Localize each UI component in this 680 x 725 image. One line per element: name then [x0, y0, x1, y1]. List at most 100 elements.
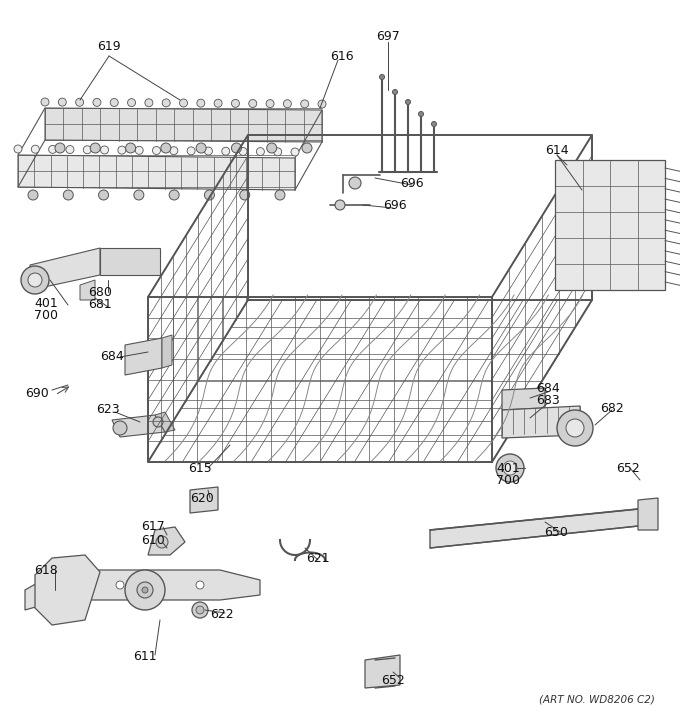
Circle shape [83, 146, 91, 154]
Circle shape [49, 146, 56, 154]
Polygon shape [638, 498, 658, 530]
Circle shape [418, 112, 424, 117]
Circle shape [28, 190, 38, 200]
Circle shape [142, 587, 148, 593]
Text: 652: 652 [616, 462, 640, 474]
Text: 620: 620 [190, 492, 214, 505]
Circle shape [145, 99, 153, 107]
Circle shape [58, 98, 67, 106]
Text: 683: 683 [536, 394, 560, 407]
Text: 700: 700 [496, 473, 520, 486]
Text: 690: 690 [25, 386, 49, 399]
Text: 614: 614 [545, 144, 568, 157]
Circle shape [503, 461, 517, 475]
Text: 401: 401 [34, 297, 58, 310]
Polygon shape [35, 555, 100, 625]
Circle shape [196, 581, 204, 589]
Circle shape [74, 579, 86, 591]
Text: 623: 623 [96, 402, 120, 415]
Circle shape [335, 200, 345, 210]
Text: 681: 681 [88, 297, 112, 310]
Circle shape [284, 100, 291, 108]
Circle shape [128, 99, 135, 107]
Text: 611: 611 [133, 650, 157, 663]
Circle shape [14, 145, 22, 153]
Polygon shape [148, 527, 185, 555]
Text: 696: 696 [400, 176, 424, 189]
Polygon shape [125, 338, 162, 375]
Circle shape [240, 190, 250, 200]
Circle shape [156, 581, 164, 589]
Circle shape [90, 143, 100, 153]
Polygon shape [80, 280, 95, 300]
Circle shape [214, 99, 222, 107]
Polygon shape [162, 335, 172, 368]
Circle shape [180, 99, 188, 107]
Text: 684: 684 [536, 381, 560, 394]
Polygon shape [25, 570, 260, 610]
Text: 621: 621 [306, 552, 330, 565]
Text: 700: 700 [34, 309, 58, 321]
Circle shape [196, 143, 206, 153]
Polygon shape [30, 248, 100, 290]
Polygon shape [555, 160, 665, 290]
Circle shape [187, 147, 195, 155]
Circle shape [31, 145, 39, 153]
Text: 696: 696 [383, 199, 407, 212]
Circle shape [110, 99, 118, 107]
Circle shape [196, 606, 204, 614]
Circle shape [152, 146, 160, 154]
Circle shape [170, 146, 177, 154]
Text: 401: 401 [496, 462, 520, 474]
Text: 697: 697 [376, 30, 400, 43]
Circle shape [28, 273, 42, 287]
Circle shape [301, 100, 309, 108]
Polygon shape [112, 415, 165, 437]
Circle shape [21, 266, 49, 294]
Circle shape [231, 143, 241, 153]
Circle shape [231, 99, 239, 107]
Circle shape [118, 146, 126, 154]
Circle shape [392, 89, 398, 94]
Text: 617: 617 [141, 521, 165, 534]
Circle shape [256, 148, 265, 156]
Circle shape [153, 417, 163, 427]
Polygon shape [100, 248, 160, 275]
Polygon shape [45, 108, 322, 142]
Text: 610: 610 [141, 534, 165, 547]
Circle shape [126, 143, 135, 153]
Circle shape [135, 146, 143, 154]
Circle shape [125, 570, 165, 610]
Circle shape [566, 419, 584, 437]
Circle shape [156, 536, 168, 548]
Circle shape [101, 146, 109, 154]
Circle shape [41, 98, 49, 106]
Circle shape [239, 147, 247, 155]
Polygon shape [502, 388, 545, 410]
Circle shape [163, 99, 170, 107]
Circle shape [205, 147, 212, 155]
Circle shape [496, 454, 524, 482]
Circle shape [137, 582, 153, 598]
Circle shape [192, 602, 208, 618]
Circle shape [116, 581, 124, 589]
Circle shape [275, 190, 285, 200]
Circle shape [113, 421, 127, 435]
Circle shape [161, 143, 171, 153]
Circle shape [432, 122, 437, 126]
Circle shape [134, 190, 144, 200]
Circle shape [267, 143, 277, 153]
Text: 682: 682 [600, 402, 624, 415]
Text: 650: 650 [544, 526, 568, 539]
Polygon shape [502, 406, 580, 438]
Circle shape [197, 99, 205, 107]
Text: (ART NO. WD8206 C2): (ART NO. WD8206 C2) [539, 695, 655, 705]
Circle shape [99, 190, 109, 200]
Text: 622: 622 [210, 608, 234, 621]
Circle shape [75, 99, 84, 107]
Circle shape [379, 75, 384, 80]
Text: 618: 618 [34, 563, 58, 576]
Circle shape [205, 190, 214, 200]
Circle shape [222, 147, 230, 155]
Text: 680: 680 [88, 286, 112, 299]
